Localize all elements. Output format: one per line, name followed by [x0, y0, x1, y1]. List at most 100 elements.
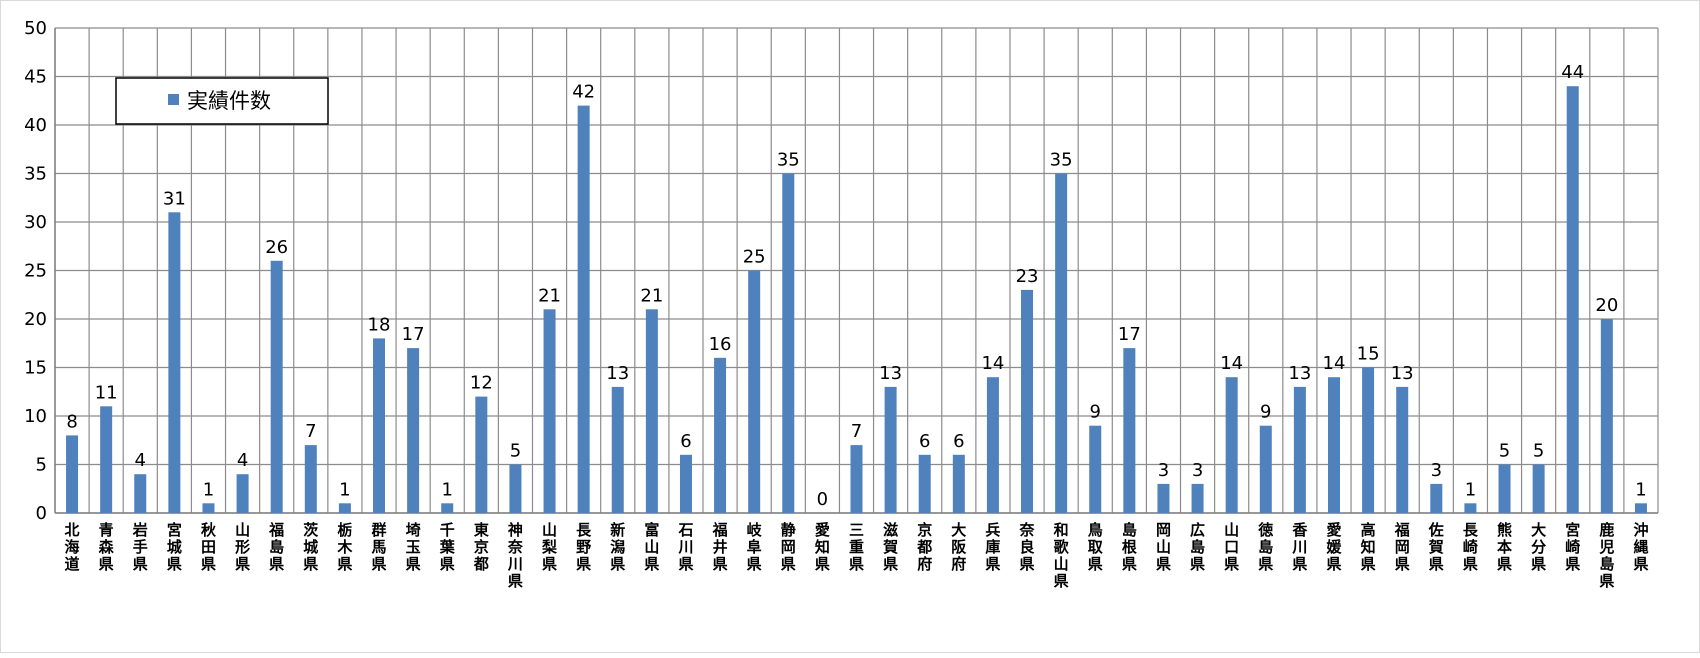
bar [577, 105, 590, 513]
x-tick-label: 長崎県 [1463, 521, 1479, 573]
data-label: 8 [66, 411, 77, 432]
y-tick-label: 5 [36, 455, 47, 476]
data-label: 18 [368, 314, 391, 335]
data-label: 17 [402, 324, 425, 345]
data-label: 17 [1118, 324, 1141, 345]
x-tick-label: 兵庫県 [985, 521, 1000, 573]
bar [441, 503, 454, 513]
bar [100, 406, 113, 513]
data-label: 9 [1260, 402, 1271, 423]
x-tick-label: 大阪府 [951, 521, 967, 573]
data-label: 1 [1465, 479, 1476, 500]
bar [1225, 377, 1238, 513]
bar [168, 212, 181, 514]
bar [1293, 386, 1306, 513]
x-tick-label: 福岡県 [1394, 521, 1410, 573]
grid-layer [54, 27, 1659, 514]
x-tick-label: 三重県 [849, 521, 864, 573]
x-tick-label: 大分県 [1531, 521, 1546, 573]
data-label: 1 [339, 479, 350, 500]
bar [202, 503, 215, 513]
x-tick-label: 愛知県 [815, 521, 830, 573]
x-tick-label: 富山県 [644, 521, 659, 573]
data-label: 12 [470, 373, 493, 394]
data-label: 35 [1050, 150, 1073, 171]
bar [1532, 464, 1545, 513]
x-tick-label: 山梨県 [541, 521, 557, 573]
data-label: 6 [919, 431, 930, 452]
y-tick-label: 0 [36, 503, 47, 524]
x-tick-label: 和歌山県 [1054, 521, 1070, 590]
x-tick-label: 山形県 [235, 521, 250, 573]
data-label: 14 [1220, 353, 1243, 374]
data-label: 5 [1499, 441, 1510, 462]
x-tick-label: 群馬県 [372, 521, 387, 573]
x-tick-label: 佐賀県 [1428, 521, 1444, 573]
data-label: 4 [135, 450, 146, 471]
y-tick-label: 30 [24, 212, 47, 233]
data-label: 44 [1561, 62, 1584, 83]
x-tick-label: 福島県 [268, 521, 284, 573]
x-tick-label: 石川県 [677, 521, 693, 573]
bar [1396, 386, 1409, 513]
bar [236, 474, 249, 513]
x-tick-label: 京都府 [916, 521, 932, 573]
data-label: 3 [1431, 460, 1442, 481]
bar [1259, 425, 1272, 513]
x-tick-label: 栃木県 [336, 521, 353, 573]
data-label: 31 [163, 188, 186, 209]
y-tick-label: 25 [24, 261, 47, 282]
legend-box [115, 77, 329, 125]
bar [509, 464, 522, 513]
data-label: 4 [237, 450, 248, 471]
data-label: 13 [1391, 363, 1414, 384]
y-tick-label: 50 [24, 18, 47, 39]
bar [304, 445, 317, 513]
x-tick-label: 徳島県 [1257, 521, 1273, 573]
y-tick-label: 45 [24, 67, 47, 88]
data-label: 7 [305, 421, 316, 442]
bar [134, 474, 147, 513]
x-tick-label: 沖縄県 [1633, 521, 1648, 573]
x-tick-label: 広島県 [1190, 521, 1205, 573]
x-tick-label: 茨城県 [303, 521, 318, 573]
data-label: 16 [709, 334, 732, 355]
x-tick-label: 島根県 [1122, 521, 1137, 573]
bar [884, 386, 897, 513]
data-label: 21 [538, 285, 561, 306]
legend-swatch [168, 94, 179, 105]
x-tick-label: 神奈川県 [507, 521, 524, 590]
x-tick-label: 東京都 [473, 521, 489, 573]
x-tick-label: 岐阜県 [747, 521, 763, 573]
x-tick-label: 宮城県 [167, 521, 182, 573]
data-label: 13 [606, 363, 629, 384]
bar [714, 357, 727, 513]
data-label: 3 [1158, 460, 1169, 481]
x-tick-label: 熊本県 [1497, 521, 1512, 573]
bar [1498, 464, 1511, 513]
x-tick-label: 埼玉県 [406, 521, 421, 573]
bar [66, 435, 79, 513]
legend-label: 実績件数 [187, 89, 271, 113]
bar [1327, 377, 1340, 513]
bar [986, 377, 999, 513]
bar [1055, 173, 1068, 513]
data-label: 13 [1288, 363, 1311, 384]
bar [1191, 483, 1204, 513]
x-tick-label: 山口県 [1224, 521, 1239, 573]
bar [373, 338, 386, 513]
data-label: 1 [1635, 479, 1646, 500]
bar [1634, 503, 1647, 513]
data-label: 23 [1016, 266, 1039, 287]
bar [782, 173, 795, 513]
y-tick-label: 40 [24, 115, 47, 136]
data-label: 42 [572, 82, 595, 103]
x-tick-label: 高知県 [1361, 521, 1376, 573]
bar [748, 270, 761, 513]
x-tick-label: 秋田県 [201, 521, 217, 573]
data-label: 21 [640, 285, 663, 306]
data-label: 14 [981, 353, 1004, 374]
data-label: 35 [777, 150, 800, 171]
data-label: 3 [1192, 460, 1203, 481]
x-tick-label: 岡山県 [1156, 521, 1171, 573]
